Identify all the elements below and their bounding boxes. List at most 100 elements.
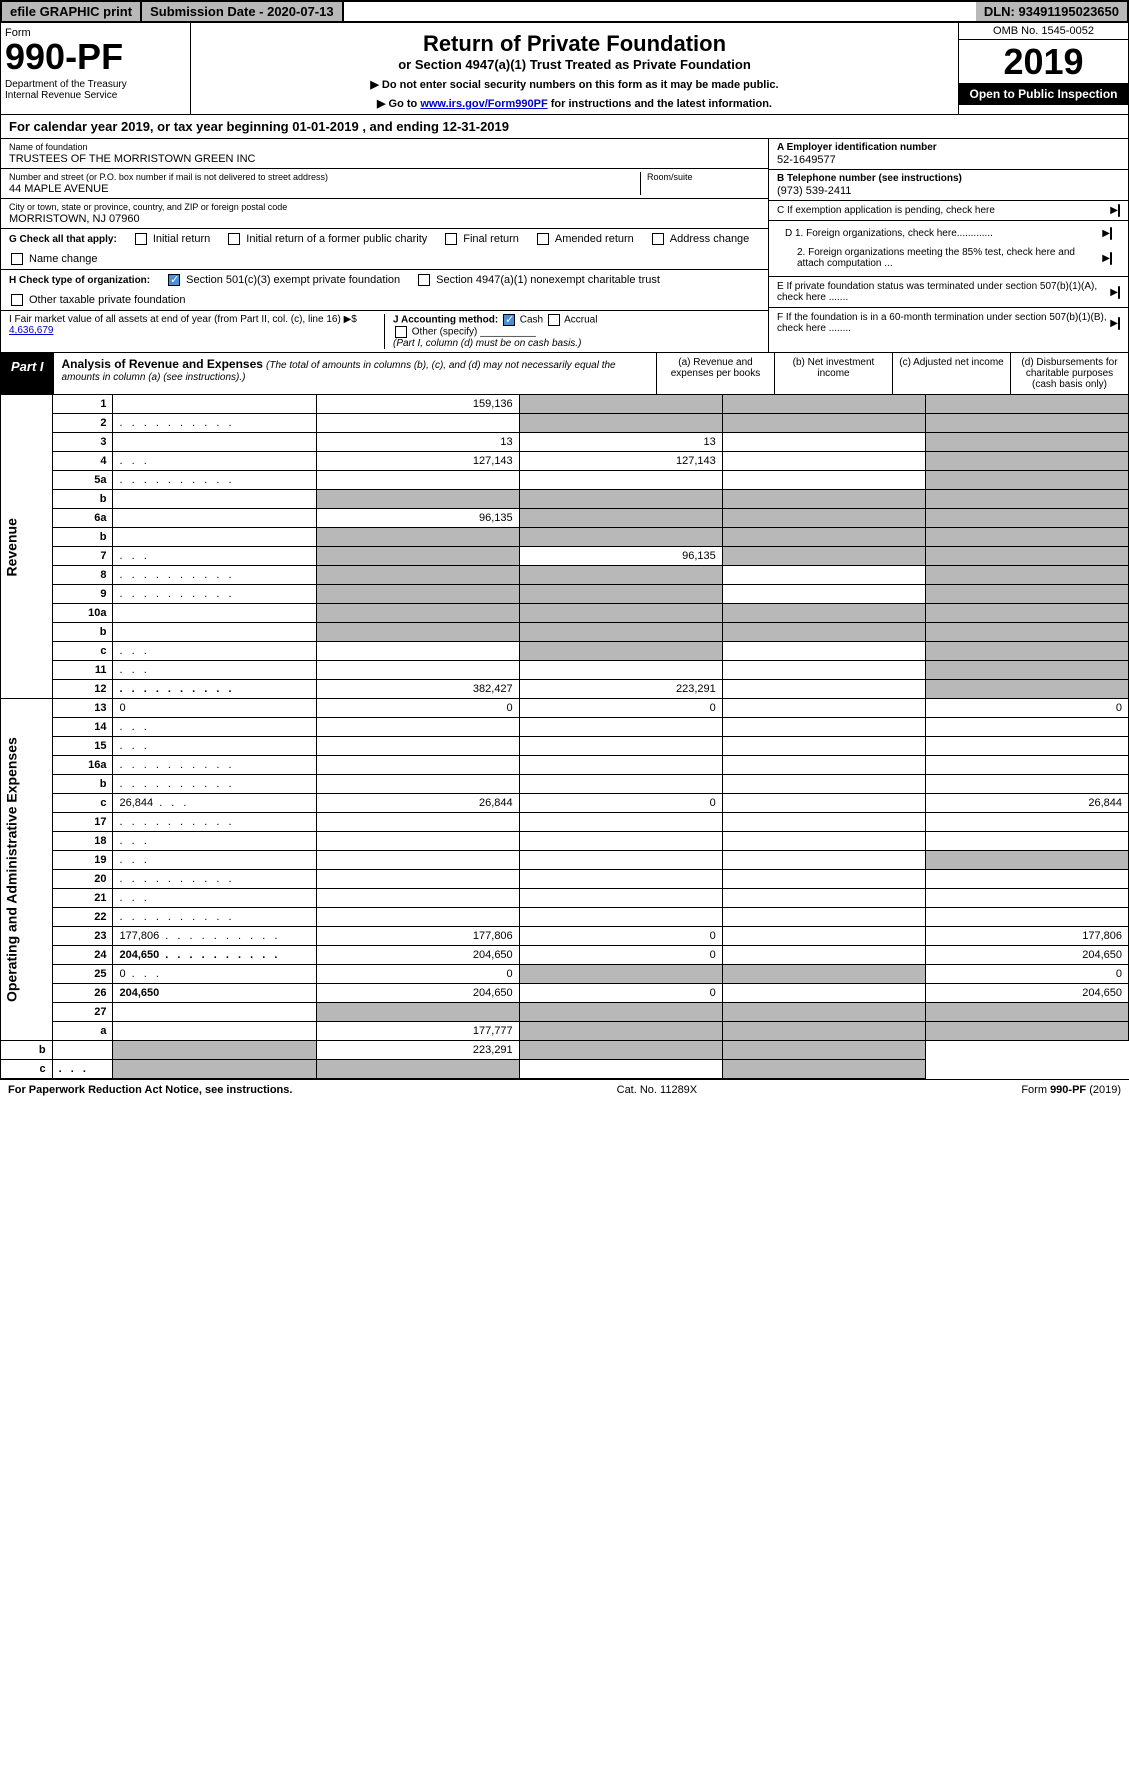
cell-a <box>316 566 519 585</box>
cell-b: 0 <box>519 946 722 965</box>
cell-c <box>722 642 925 661</box>
row-number: 17 <box>52 813 113 832</box>
irs-link[interactable]: www.irs.gov/Form990PF <box>420 98 547 110</box>
row-description <box>119 664 149 676</box>
f-label: F If the foundation is in a 60-month ter… <box>777 312 1110 334</box>
row-description <box>119 569 234 581</box>
col-b-header: (b) Net investment income <box>774 353 892 394</box>
cell-a <box>316 642 519 661</box>
room-label: Room/suite <box>647 172 760 182</box>
check-60month[interactable] <box>1118 317 1120 330</box>
cell-d <box>925 851 1128 870</box>
cell-b <box>519 661 722 680</box>
table-row: 31313 <box>1 433 1129 452</box>
table-row: 23177,806177,8060177,806 <box>1 927 1129 946</box>
fmv-value: 4,636,679 <box>9 325 54 336</box>
row-number: 9 <box>52 585 113 604</box>
check-cash[interactable] <box>503 314 515 326</box>
cell-b: 96,135 <box>519 547 722 566</box>
dept-treasury: Department of the Treasury Internal Reve… <box>5 79 186 101</box>
check-other-taxable[interactable] <box>11 294 23 306</box>
cell-c <box>722 585 925 604</box>
cell-d <box>925 452 1128 471</box>
row-number: c <box>1 1060 53 1079</box>
check-address-change[interactable] <box>652 233 664 245</box>
table-row: 19 <box>1 851 1129 870</box>
row-number: 27 <box>52 1003 113 1022</box>
cell-d <box>925 832 1128 851</box>
row-number: 16a <box>52 756 113 775</box>
cell-d <box>925 661 1128 680</box>
check-initial-former[interactable] <box>228 233 240 245</box>
row-number: 15 <box>52 737 113 756</box>
cell-b <box>519 490 722 509</box>
cell-a: 0 <box>316 965 519 984</box>
omb-number: OMB No. 1545-0052 <box>959 23 1128 40</box>
check-foreign-org[interactable] <box>1110 227 1112 240</box>
cell-d <box>925 509 1128 528</box>
table-row: 16a <box>1 756 1129 775</box>
cell-b <box>519 585 722 604</box>
check-accrual[interactable] <box>548 314 560 326</box>
cell-c <box>722 604 925 623</box>
row-number: 25 <box>52 965 113 984</box>
table-row: 8 <box>1 566 1129 585</box>
row-number: 11 <box>52 661 113 680</box>
table-row: b <box>1 528 1129 547</box>
table-row: 6a96,135 <box>1 509 1129 528</box>
cell-b: 223,291 <box>316 1041 519 1060</box>
row-number: 3 <box>52 433 113 452</box>
row-description <box>119 683 234 695</box>
cell-b <box>316 1060 519 1079</box>
row-number: 13 <box>52 699 113 718</box>
cell-a <box>316 528 519 547</box>
table-row: b <box>1 623 1129 642</box>
dln: DLN: 93491195023650 <box>976 2 1127 21</box>
row-number: 2 <box>52 414 113 433</box>
cell-a: 204,650 <box>316 946 519 965</box>
entity-info: Name of foundation TRUSTEES OF THE MORRI… <box>0 139 1129 353</box>
d2-label: 2. Foreign organizations meeting the 85%… <box>785 247 1102 269</box>
cell-c <box>519 1060 722 1079</box>
cell-a: 159,136 <box>316 395 519 414</box>
check-amended[interactable] <box>537 233 549 245</box>
check-status-terminated[interactable] <box>1118 286 1120 299</box>
row-description: 0 <box>119 702 125 714</box>
check-501c3[interactable] <box>168 274 180 286</box>
check-initial-return[interactable] <box>135 233 147 245</box>
cell-b <box>519 756 722 775</box>
c-label: C If exemption application is pending, c… <box>777 205 995 216</box>
check-other-method[interactable] <box>395 326 407 338</box>
check-85pct[interactable] <box>1110 252 1112 265</box>
cell-c <box>722 547 925 566</box>
table-row: 12382,427223,291 <box>1 680 1129 699</box>
section-h: H Check type of organization: Section 50… <box>1 270 768 311</box>
check-final-return[interactable] <box>445 233 457 245</box>
row-number: c <box>52 642 113 661</box>
calendar-year-line: For calendar year 2019, or tax year begi… <box>0 115 1129 139</box>
row-description <box>119 854 149 866</box>
cell-b <box>519 642 722 661</box>
cell-b <box>519 566 722 585</box>
cell-d <box>925 889 1128 908</box>
name-label: Name of foundation <box>9 142 760 152</box>
addr-label: Number and street (or P.O. box number if… <box>9 172 640 182</box>
cell-a <box>316 718 519 737</box>
cell-c <box>722 414 925 433</box>
cell-d <box>925 1003 1128 1022</box>
cell-a <box>316 1003 519 1022</box>
part1-label: Part I <box>1 353 54 394</box>
check-4947a1[interactable] <box>418 274 430 286</box>
cell-a <box>316 585 519 604</box>
table-row: 11 <box>1 661 1129 680</box>
check-name-change[interactable] <box>11 253 23 265</box>
cell-b: 127,143 <box>519 452 722 471</box>
h-label: H Check type of organization: <box>9 275 150 286</box>
cell-d <box>925 528 1128 547</box>
cell-c <box>722 661 925 680</box>
cell-a: 26,844 <box>316 794 519 813</box>
check-exemption-pending[interactable] <box>1118 204 1120 217</box>
cell-d <box>925 604 1128 623</box>
form-subtitle: or Section 4947(a)(1) Trust Treated as P… <box>211 57 938 72</box>
cell-a <box>316 832 519 851</box>
